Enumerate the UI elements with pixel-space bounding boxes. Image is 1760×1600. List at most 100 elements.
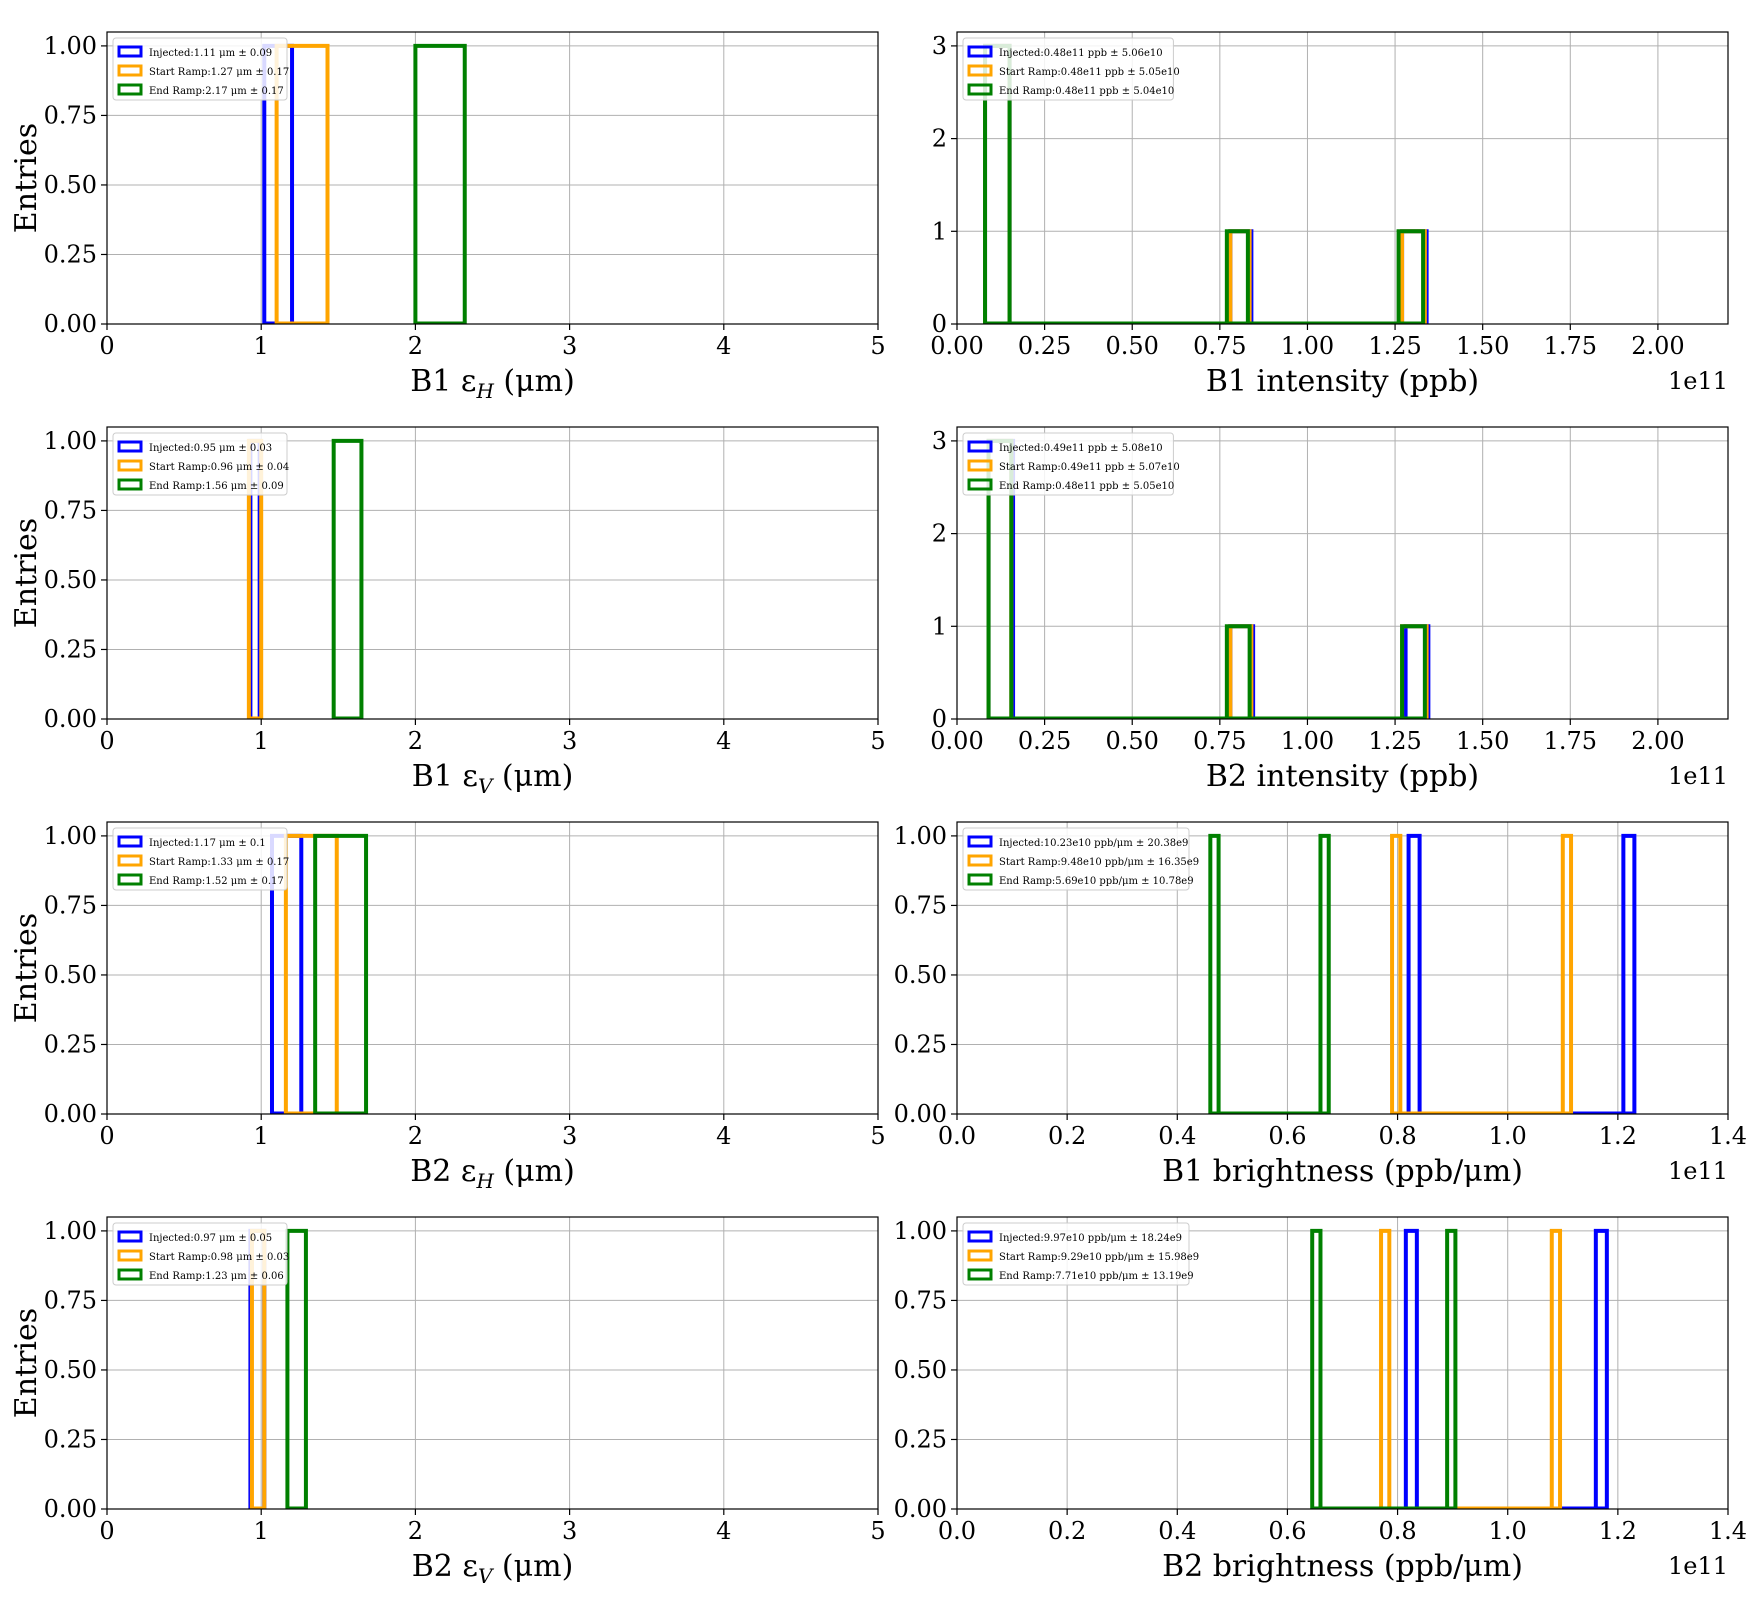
- y-tick-label: 1.00: [894, 822, 947, 850]
- legend-entry: End Ramp:5.69e10 ppb/μm ± 10.78e9: [999, 876, 1194, 887]
- legend-swatch: [967, 64, 993, 77]
- x-tick-label: 5: [870, 332, 885, 360]
- histogram-bar: [1379, 1228, 1392, 1509]
- legend-entry: Start Ramp:9.29e10 ppb/μm ± 15.98e9: [999, 1252, 1199, 1263]
- y-tick-label: 0: [932, 310, 947, 338]
- y-tick-label: 0.00: [44, 705, 97, 733]
- legend-swatch: [117, 440, 143, 453]
- x-axis-label: B2 εH (μm): [410, 1154, 575, 1193]
- legend-swatch: [117, 873, 143, 886]
- x-tick-label: 1.75: [1544, 727, 1597, 755]
- y-tick-label: 0.75: [894, 891, 947, 919]
- legend-swatch: [967, 873, 993, 886]
- legend-swatch: [117, 45, 143, 58]
- x-tick-label: 0.25: [1018, 727, 1071, 755]
- x-axis-label: B1 intensity (ppb): [1206, 364, 1479, 399]
- y-tick-label: 3: [932, 32, 947, 60]
- histogram-bar: [1549, 1228, 1563, 1509]
- histogram-bar: [1208, 833, 1221, 1114]
- x-tick-label: 1.0: [1489, 1122, 1527, 1150]
- x-tick-label: 1: [254, 727, 269, 755]
- histogram-bar: [1390, 833, 1403, 1114]
- y-tick-label: 0.75: [44, 496, 97, 524]
- y-tick-label: 0.00: [894, 1495, 947, 1523]
- y-tick-label: 0.25: [44, 1030, 97, 1058]
- legend-entry: Injected:1.17 μm ± 0.1: [149, 838, 266, 849]
- x-tick-label: 0.6: [1268, 1517, 1306, 1545]
- x-tick-label: 1.0: [1489, 1517, 1527, 1545]
- legend-frame: [962, 1222, 1190, 1286]
- histogram-bar: [1593, 1228, 1609, 1509]
- axes-frame: [956, 821, 1729, 1115]
- x-tick-label: 1: [254, 332, 269, 360]
- x-tick-label: 0.50: [1106, 727, 1159, 755]
- y-axis-label: Entries: [9, 518, 44, 628]
- legend-swatch: [967, 854, 993, 867]
- legend-entry: End Ramp:0.48e11 ppb ± 5.05e10: [999, 481, 1174, 492]
- y-tick-label: 1: [932, 612, 947, 640]
- x-tick-label: 1: [254, 1122, 269, 1150]
- x-tick-label: 1.50: [1456, 727, 1509, 755]
- x-tick-label: 1.2: [1599, 1517, 1637, 1545]
- histogram-bar: [1224, 624, 1252, 719]
- x-tick-label: 0: [99, 332, 114, 360]
- x-tick-label: 1.25: [1368, 332, 1421, 360]
- legend-swatch: [967, 83, 993, 96]
- legend: Injected:0.95 μm ± 0.03 Start Ramp:0.96 μ…: [112, 432, 289, 496]
- x-offset-label: 1e11: [1668, 1157, 1728, 1185]
- x-tick-label: 0: [99, 727, 114, 755]
- x-tick-label: 0.4: [1158, 1517, 1196, 1545]
- x-tick-label: 1.75: [1544, 332, 1597, 360]
- legend-entry: Injected:0.48e11 ppb ± 5.06e10: [999, 48, 1163, 59]
- legend: Injected:0.49e11 ppb ± 5.08e10 Start Ramp…: [962, 432, 1180, 496]
- y-tick-label: 0: [932, 705, 947, 733]
- legend-entry: Start Ramp:0.49e11 ppb ± 5.07e10: [999, 462, 1180, 473]
- x-axis-label: B1 εV (μm): [412, 759, 574, 798]
- x-tick-label: 2: [408, 332, 423, 360]
- legend-frame: [962, 827, 1190, 891]
- legend-swatch: [117, 1230, 143, 1243]
- x-tick-label: 1: [254, 1517, 269, 1545]
- y-tick-label: 0.00: [894, 1100, 947, 1128]
- y-tick-label: 0.75: [44, 1286, 97, 1314]
- x-offset-label: 1e11: [1668, 367, 1728, 395]
- y-tick-label: 0.25: [44, 240, 97, 268]
- axes-frame: [106, 821, 879, 1115]
- y-tick-label: 1.00: [44, 427, 97, 455]
- x-tick-label: 1.4: [1709, 1122, 1747, 1150]
- x-tick-label: 0: [99, 1517, 114, 1545]
- y-tick-label: 1.00: [894, 1217, 947, 1245]
- histogram-series-group: [269, 833, 369, 1115]
- legend-entry: End Ramp:1.52 μm ± 0.17: [149, 876, 284, 887]
- legend-swatch: [967, 1268, 993, 1281]
- x-tick-label: 0.75: [1193, 727, 1246, 755]
- x-tick-label: 0.00: [930, 727, 983, 755]
- legend-entry: Start Ramp:0.96 μm ± 0.04: [149, 462, 289, 473]
- histogram-bar: [1621, 833, 1637, 1114]
- y-tick-label: 0.75: [894, 1286, 947, 1314]
- legend-entry: Injected:10.23e10 ppb/μm ± 20.38e9: [999, 838, 1188, 849]
- y-tick-label: 1: [932, 217, 947, 245]
- y-tick-label: 0.25: [44, 1425, 97, 1453]
- x-tick-label: 5: [870, 727, 885, 755]
- y-tick-label: 0.50: [44, 1356, 97, 1384]
- legend: Injected:1.11 μm ± 0.09 Start Ramp:1.27 μ…: [112, 37, 289, 101]
- y-axis-label: Entries: [9, 1308, 44, 1418]
- chart-panel-3: 0 1 2 3 4 5 0.00 0.25 0.50 0.75 1.00 B1 εV (μm) Entr…: [9, 426, 886, 798]
- legend-entry: End Ramp:1.56 μm ± 0.09: [149, 481, 284, 492]
- legend-swatch: [117, 1249, 143, 1262]
- axes-frame: [956, 1216, 1729, 1510]
- histogram-bar: [274, 43, 330, 324]
- x-tick-label: 2: [408, 1517, 423, 1545]
- legend-swatch: [967, 1230, 993, 1243]
- x-tick-label: 3: [562, 332, 577, 360]
- histogram-bar: [1396, 229, 1426, 324]
- x-tick-label: 0.75: [1193, 332, 1246, 360]
- histogram-bar: [1310, 1228, 1323, 1509]
- legend-entry: End Ramp:2.17 μm ± 0.17: [149, 86, 284, 97]
- x-tick-label: 0.2: [1048, 1122, 1086, 1150]
- x-axis-label: B2 εV (μm): [412, 1549, 574, 1588]
- legend-entry: Start Ramp:0.48e11 ppb ± 5.05e10: [999, 67, 1180, 78]
- x-tick-label: 3: [562, 1517, 577, 1545]
